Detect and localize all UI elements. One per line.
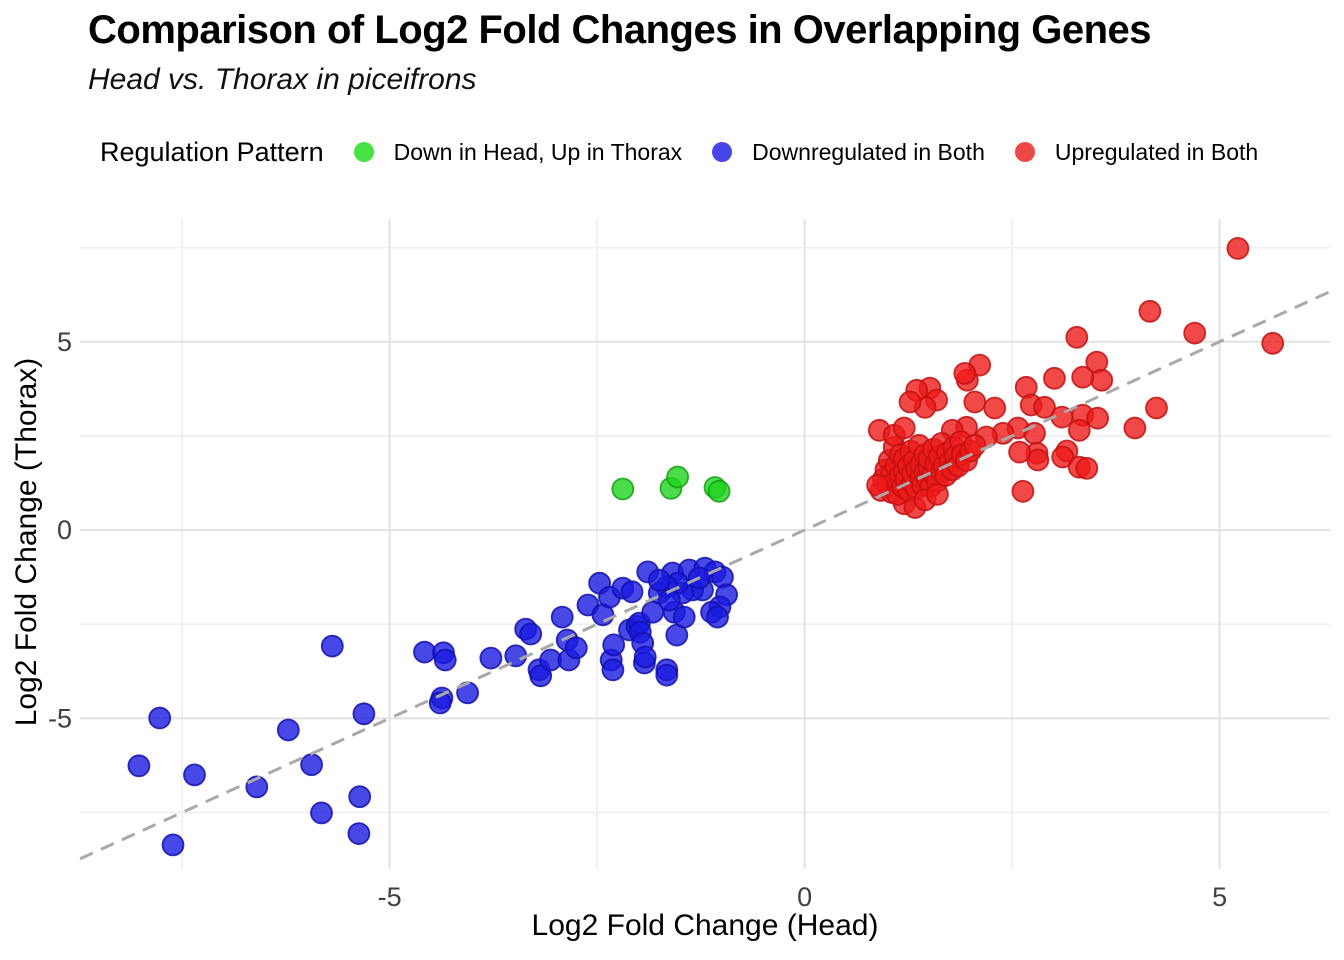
data-point (1051, 445, 1075, 469)
y-tick-label: 0 (57, 515, 72, 545)
data-point (300, 753, 324, 777)
data-point (1226, 236, 1250, 260)
data-point (926, 482, 949, 506)
legend-item: Upregulated in Both (1014, 138, 1259, 166)
data-point (348, 785, 372, 809)
legend-item: Downregulated in Both (712, 139, 985, 166)
legend-swatch-icon (353, 142, 374, 162)
data-point (666, 465, 689, 489)
data-point (1261, 331, 1285, 355)
y-tick-label: 5 (57, 327, 72, 357)
data-point (620, 580, 644, 604)
data-point (347, 822, 371, 845)
data-point (320, 634, 344, 658)
legend-items: Down in Head, Up in Thorax Downregulated … (353, 138, 1289, 166)
legend-title: Regulation Pattern (100, 136, 324, 167)
legend-swatch-icon (1014, 142, 1035, 162)
data-point (611, 477, 635, 501)
data-point (428, 691, 452, 715)
data-point (1138, 299, 1162, 323)
chart-title: Comparison of Log2 Fold Changes in Overl… (88, 8, 1152, 52)
legend: Regulation Pattern Down in Head, Up in T… (100, 131, 1288, 173)
data-point (953, 361, 977, 385)
y-tick-label: -5 (48, 703, 72, 733)
data-point (1043, 366, 1066, 390)
data-point (647, 568, 671, 592)
x-axis-title: Log2 Fold Change (Head) (531, 909, 879, 942)
legend-swatch-icon (712, 142, 733, 162)
x-tick-label: 0 (797, 882, 812, 912)
data-point (127, 754, 151, 778)
data-point (1071, 365, 1095, 389)
data-point (601, 658, 625, 682)
data-point (983, 396, 1007, 420)
legend-item-label: Upregulated in Both (1054, 138, 1259, 165)
data-point (183, 763, 206, 787)
data-point (707, 479, 731, 503)
data-point (1011, 479, 1035, 503)
data-point (1067, 418, 1091, 442)
data-point (433, 648, 457, 672)
data-point (1008, 440, 1031, 464)
data-point (564, 636, 588, 660)
data-point (1090, 368, 1114, 392)
data-point (963, 433, 987, 457)
data-point (1183, 321, 1207, 345)
legend-item: Down in Head, Up in Thorax (353, 138, 683, 166)
data-point (519, 622, 543, 646)
data-point (602, 633, 626, 657)
data-point (657, 588, 681, 612)
data-point (1075, 456, 1099, 480)
chart-subtitle: Head vs. Thorax in piceifrons (88, 63, 477, 96)
data-point (352, 702, 376, 726)
data-point (161, 833, 185, 857)
data-point (655, 663, 679, 687)
data-point (672, 605, 696, 629)
data-point (413, 640, 436, 664)
x-tick-label: 5 (1212, 882, 1227, 912)
y-axis-title: Log2 Fold Change (Thorax) (10, 357, 43, 727)
legend-item-label: Down in Head, Up in Thorax (393, 138, 683, 165)
data-point (963, 390, 987, 414)
data-point (550, 605, 574, 629)
data-point (706, 605, 729, 629)
data-point (479, 646, 503, 670)
data-point (310, 801, 333, 825)
data-point (633, 645, 657, 669)
data-point (892, 416, 916, 440)
data-point (276, 718, 300, 742)
data-point (148, 706, 172, 730)
data-point (1033, 395, 1056, 419)
data-point (898, 390, 922, 414)
x-tick-label: -5 (378, 882, 402, 912)
legend-item-label: Downregulated in Both (752, 138, 985, 165)
data-point (1065, 325, 1089, 349)
data-point (1123, 416, 1147, 440)
data-point (1145, 396, 1168, 420)
data-point (1086, 406, 1109, 430)
